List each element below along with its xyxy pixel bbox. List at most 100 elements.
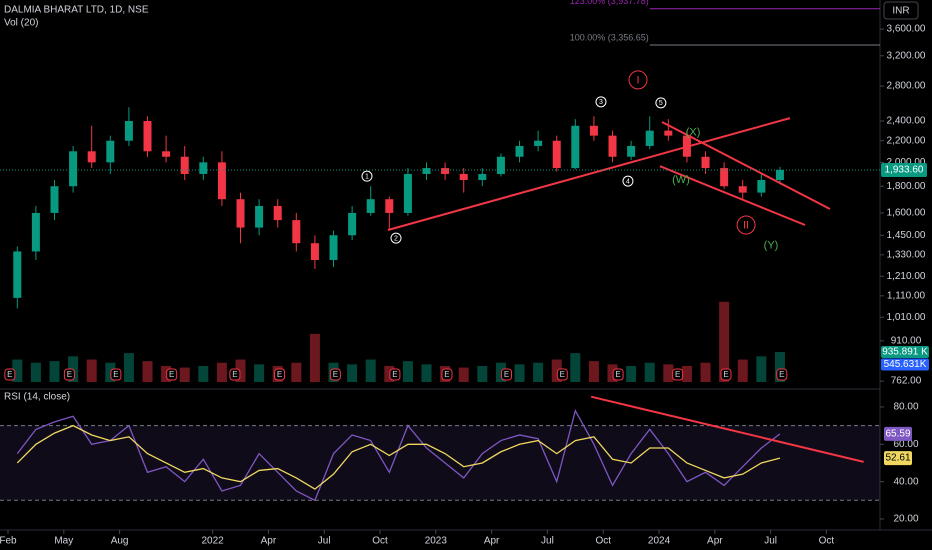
event-label: E — [392, 370, 397, 379]
event-label: E — [779, 370, 784, 379]
volume-label-box — [881, 345, 929, 358]
volume-label: 545.631K — [884, 359, 927, 370]
candle-body — [310, 243, 319, 261]
y-tick-label: 3,200.00 — [887, 50, 926, 61]
event-label: E — [232, 370, 237, 379]
event-label: E — [504, 370, 509, 379]
volume-bar — [30, 362, 41, 382]
x-tick-label: Jul — [541, 536, 554, 547]
x-tick-label: May — [54, 536, 73, 547]
level-label: 123.00% (3,937.78) — [570, 0, 649, 6]
y-tick-label: 1,210.00 — [887, 271, 926, 282]
candle-body — [143, 121, 152, 152]
candle-body — [515, 145, 524, 157]
volume-bar — [235, 359, 246, 382]
y-tick-label: 1,110.00 — [887, 290, 926, 301]
volume-bar — [458, 367, 469, 382]
candle-body — [534, 140, 543, 146]
wave-circle — [361, 170, 373, 182]
y-tick-label: 1,600.00 — [887, 208, 926, 219]
candle-body — [292, 220, 301, 244]
wave-label: 3 — [599, 99, 603, 106]
chart-title: DALMIA BHARAT LTD, 1D, NSE — [4, 5, 149, 16]
candle-body — [366, 199, 375, 213]
y-tick-label: 1,450.00 — [887, 230, 926, 241]
rsi-line — [16, 424, 781, 490]
event-marker — [4, 368, 16, 381]
wave-label: (X) — [686, 126, 701, 138]
y-tick-label: 20.00 — [893, 514, 918, 525]
y-tick-label: 2,000.00 — [887, 157, 926, 168]
candle-body — [403, 173, 412, 213]
candle-body — [608, 135, 617, 157]
volume-bar — [49, 361, 60, 382]
volume-bar — [198, 365, 209, 382]
rsi-value-label: 52.61 — [885, 453, 910, 464]
candle-body — [720, 168, 729, 187]
candle-body — [589, 125, 598, 136]
last-price-box — [881, 162, 927, 177]
volume-bar — [365, 359, 376, 382]
event-label: E — [7, 370, 12, 379]
candle-body — [627, 145, 636, 157]
volume-bar — [681, 365, 692, 382]
candle-body — [124, 121, 133, 141]
volume-bar — [774, 351, 785, 382]
event-label: E — [67, 370, 72, 379]
y-tick-label: 2,200.00 — [887, 135, 926, 146]
candle-body — [645, 130, 654, 146]
wave-circle — [622, 175, 634, 187]
volume-bar — [123, 353, 134, 382]
candle-body — [87, 151, 96, 163]
candle-body — [255, 205, 264, 228]
volume-bar — [309, 333, 320, 382]
rsi-band — [0, 425, 880, 501]
volume-bar — [719, 301, 730, 382]
x-tick-label: Apr — [707, 536, 723, 547]
event-label: E — [560, 370, 565, 379]
volume-bar — [421, 364, 432, 382]
currency-box[interactable] — [883, 1, 919, 20]
wave-circle — [390, 232, 402, 244]
last-price-label: 1,933.60 — [885, 165, 924, 176]
y-tick-label: 2,800.00 — [887, 81, 926, 92]
volume-bar — [254, 364, 265, 382]
rsi-value-box — [884, 426, 912, 441]
currency[interactable]: INR — [892, 6, 909, 17]
trendline — [387, 117, 791, 231]
candle-body — [441, 168, 450, 174]
candle-body — [106, 140, 115, 163]
candle-body — [329, 235, 338, 261]
volume-bar — [402, 361, 413, 382]
volume-title: Vol (20) — [4, 18, 38, 29]
y-tick-label: 2,400.00 — [887, 116, 926, 127]
volume-bar — [12, 359, 23, 382]
event-marker — [229, 368, 241, 381]
volume-bar — [477, 365, 488, 382]
volume-bar — [533, 362, 544, 382]
volume-bar — [551, 359, 562, 382]
volume-bar — [570, 353, 581, 382]
x-tick-label: Jul — [318, 536, 331, 547]
trendline — [661, 121, 831, 210]
volume-bar — [291, 362, 302, 382]
y-tick-label: 910.00 — [891, 336, 922, 347]
x-tick-label: Jul — [764, 536, 777, 547]
candle-body — [664, 130, 673, 136]
volume-bar — [86, 359, 97, 382]
event-marker — [500, 368, 512, 381]
y-tick-label: 80.00 — [893, 402, 918, 413]
volume-bar — [663, 364, 674, 382]
candle-body — [50, 186, 59, 213]
event-label: E — [277, 370, 282, 379]
event-marker — [612, 368, 624, 381]
candle-body — [217, 162, 226, 200]
rsi-title: RSI (14, close) — [4, 392, 70, 403]
volume-bar — [216, 362, 227, 382]
y-tick-label: 1,010.00 — [887, 312, 926, 323]
event-marker — [329, 368, 341, 381]
event-marker — [441, 368, 453, 381]
volume-bar — [756, 356, 767, 382]
event-label: E — [169, 370, 174, 379]
